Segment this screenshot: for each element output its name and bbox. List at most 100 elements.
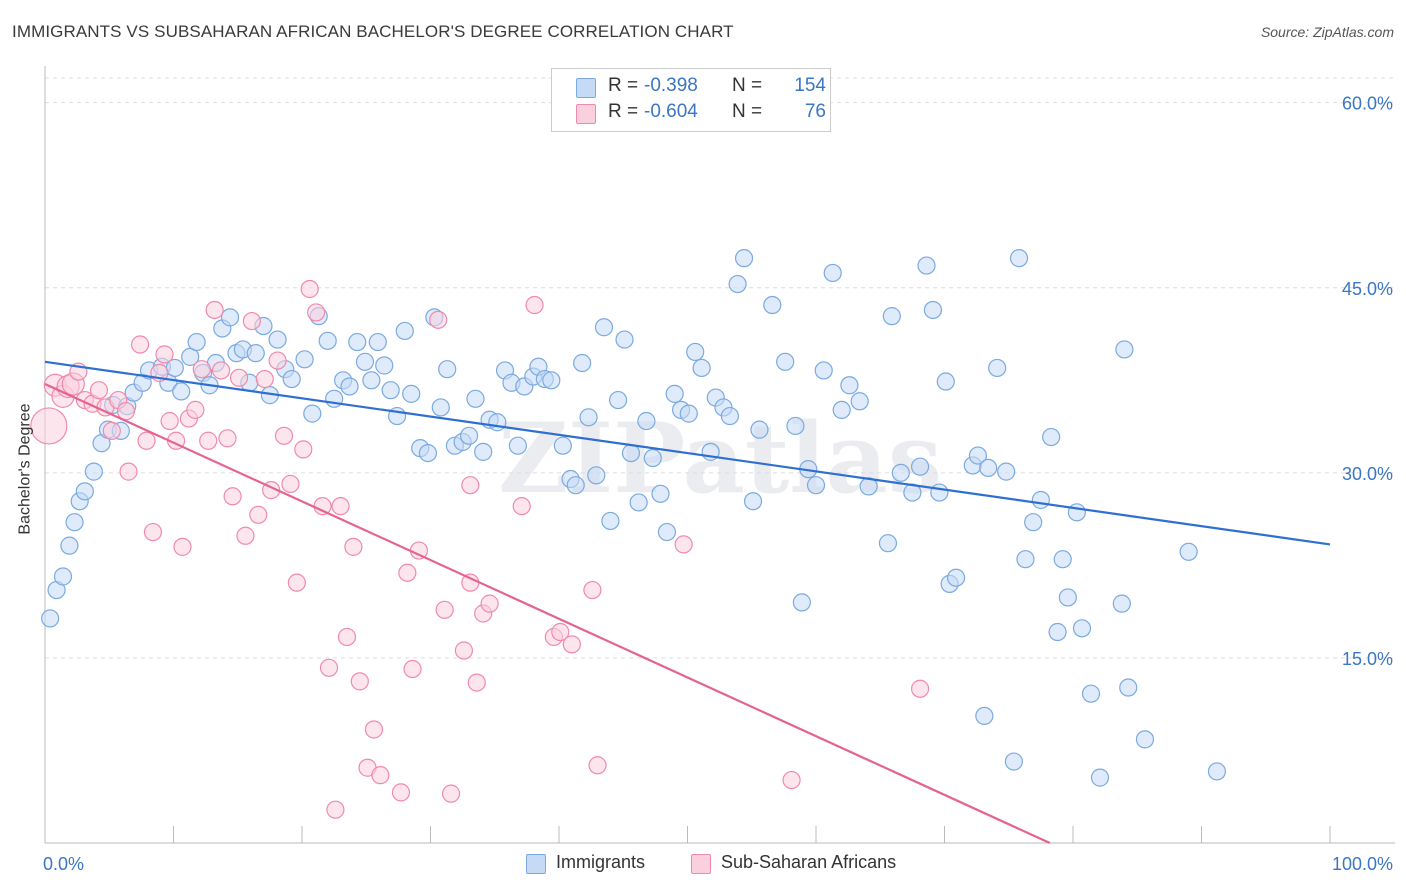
- data-point-subsaharan: [435, 600, 454, 619]
- data-point-immigrants: [268, 330, 287, 349]
- data-point-immigrants: [1024, 513, 1043, 532]
- data-point-subsaharan: [102, 421, 121, 440]
- data-point-subsaharan: [130, 335, 150, 354]
- data-point-subsaharan: [281, 474, 300, 494]
- data-point-immigrants: [553, 436, 572, 455]
- data-point-subsaharan: [331, 497, 350, 516]
- data-point-immigrants: [587, 466, 606, 485]
- legend-n-value: 154: [794, 75, 826, 96]
- data-point-immigrants: [930, 483, 949, 502]
- data-point-immigrants: [988, 358, 1007, 378]
- data-point-immigrants: [246, 344, 265, 363]
- y-tick-label: 60.0%: [1342, 94, 1393, 114]
- data-point-immigrants: [573, 353, 592, 373]
- data-point-subsaharan: [268, 351, 287, 370]
- data-point-immigrants: [734, 249, 754, 268]
- data-point-immigrants: [615, 330, 634, 349]
- data-point-subsaharan: [255, 369, 274, 389]
- series-label-subsaharan: Sub-Saharan Africans: [721, 852, 897, 872]
- data-point-immigrants: [474, 442, 493, 461]
- data-point-subsaharan: [467, 673, 486, 692]
- data-point-immigrants: [1135, 730, 1155, 749]
- data-point-immigrants: [968, 446, 988, 465]
- data-point-subsaharan: [337, 627, 357, 647]
- data-point-immigrants: [375, 356, 394, 375]
- data-point-subsaharan: [30, 407, 68, 445]
- data-point-immigrants: [609, 390, 628, 410]
- data-point-immigrants: [891, 463, 910, 482]
- data-point-immigrants: [508, 436, 527, 455]
- data-point-immigrants: [1072, 619, 1092, 638]
- data-point-subsaharan: [403, 659, 422, 679]
- data-point-immigrants: [1009, 249, 1029, 268]
- data-point-subsaharan: [588, 756, 607, 775]
- data-point-subsaharan: [274, 426, 294, 445]
- data-point-immigrants: [1053, 550, 1072, 569]
- legend-swatch-subsaharan: [576, 104, 596, 124]
- data-point-immigrants: [806, 476, 826, 495]
- data-point-immigrants: [295, 350, 314, 369]
- data-point-immigrants: [459, 426, 479, 445]
- data-point-immigrants: [1179, 542, 1198, 561]
- data-point-subsaharan: [160, 411, 179, 431]
- data-point-immigrants: [355, 352, 375, 371]
- x-tick-label-max: 100.0%: [1332, 854, 1393, 874]
- data-point-subsaharan: [119, 462, 138, 481]
- data-point-immigrants: [65, 513, 84, 532]
- data-point-subsaharan: [344, 537, 363, 556]
- data-point-immigrants: [840, 376, 859, 395]
- data-point-immigrants: [750, 420, 769, 439]
- data-point-subsaharan: [429, 310, 448, 329]
- data-point-immigrants: [665, 384, 684, 403]
- data-point-immigrants: [395, 321, 414, 341]
- y-tick-label: 30.0%: [1342, 464, 1393, 484]
- data-point-immigrants: [637, 411, 656, 431]
- data-point-subsaharan: [287, 573, 306, 592]
- data-point-subsaharan: [371, 766, 390, 785]
- data-point-subsaharan: [364, 720, 384, 739]
- data-point-immigrants: [728, 274, 747, 294]
- data-point-immigrants: [823, 263, 842, 283]
- data-point-immigrants: [882, 307, 901, 326]
- data-point-subsaharan: [300, 279, 319, 299]
- data-point-immigrants: [850, 392, 869, 411]
- data-point-immigrants: [418, 443, 438, 463]
- series-label-immigrants: Immigrants: [556, 852, 646, 872]
- data-point-subsaharan: [562, 635, 581, 654]
- data-point-immigrants: [1112, 594, 1131, 613]
- data-point-subsaharan: [319, 658, 339, 677]
- data-point-immigrants: [878, 534, 898, 553]
- data-point-immigrants: [542, 371, 561, 390]
- data-point-immigrants: [979, 458, 998, 478]
- data-point-immigrants: [438, 360, 457, 379]
- data-point-subsaharan: [186, 400, 205, 420]
- data-point-subsaharan: [782, 770, 801, 790]
- trendline-immigrants: [44, 360, 1331, 546]
- data-point-immigrants: [53, 567, 73, 586]
- data-point-subsaharan: [143, 522, 163, 542]
- data-point-immigrants: [946, 568, 966, 587]
- data-point-immigrants: [776, 352, 795, 371]
- correlation-legend: R = -0.398 N = 154 R = -0.604 N = 76: [551, 68, 831, 132]
- data-point-immigrants: [318, 331, 337, 350]
- data-point-subsaharan: [294, 440, 313, 459]
- y-tick-label: 45.0%: [1342, 279, 1393, 299]
- data-point-immigrants: [579, 408, 598, 427]
- data-point-subsaharan: [89, 381, 109, 400]
- data-point-subsaharan: [205, 300, 224, 320]
- data-point-immigrants: [303, 404, 322, 423]
- data-point-immigrants: [792, 593, 811, 612]
- data-point-subsaharan: [391, 783, 411, 802]
- legend-swatch-immigrants: [576, 78, 596, 98]
- data-point-immigrants: [1048, 622, 1067, 642]
- data-point-subsaharan: [512, 497, 531, 516]
- data-point-immigrants: [368, 332, 387, 352]
- data-point-immigrants: [60, 536, 79, 555]
- data-point-subsaharan: [398, 563, 417, 582]
- data-point-immigrants: [1081, 684, 1101, 703]
- data-point-immigrants: [1058, 588, 1077, 607]
- data-point-immigrants: [1042, 427, 1061, 447]
- data-point-immigrants: [340, 377, 359, 396]
- data-point-immigrants: [692, 358, 711, 378]
- data-point-subsaharan: [137, 431, 156, 450]
